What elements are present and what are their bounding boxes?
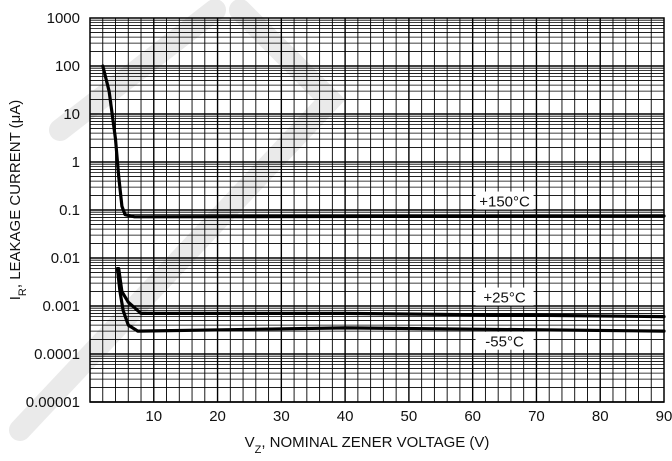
series-line [117, 267, 666, 319]
watermark-stroke [49, 0, 226, 141]
y-tick-label: 10 [63, 106, 80, 123]
y-tick-label: 1 [72, 154, 80, 171]
curves [101, 64, 666, 333]
series-label: -55°C [485, 334, 524, 351]
watermark [9, 0, 346, 441]
curve-labels: +150°C +25°C -55°C [475, 191, 534, 351]
x-tick-label: 10 [145, 408, 162, 425]
y-axis-title: IR, LEAKAGE CURRENT (μA) [7, 100, 29, 301]
watermark-stroke [9, 0, 346, 441]
y-tick-label: 0.0001 [34, 346, 80, 363]
series-label-background [475, 287, 534, 306]
x-tick-label: 80 [592, 408, 609, 425]
series-label: +25°C [483, 290, 525, 307]
y-tick-labels: 1000 100 10 1 0.1 0.01 0.001 0.0001 0.00001 [26, 10, 80, 411]
x-tick-label: 40 [337, 408, 354, 425]
x-tick-label: 90 [656, 408, 672, 425]
plot-frame [89, 17, 665, 403]
y-tick-label: 100 [55, 58, 80, 75]
major-gridlines [90, 18, 664, 403]
x-tick-labels: 10 20 30 40 50 60 70 80 90 [145, 408, 672, 425]
y-tick-label: 0.001 [42, 298, 80, 315]
series-label: +150°C [479, 194, 530, 211]
x-tick-label: 60 [464, 408, 481, 425]
y-tick-label: 0.1 [59, 202, 80, 219]
y-tick-label: 1000 [47, 10, 80, 27]
y-tick-label: 0.00001 [26, 394, 80, 411]
x-tick-label: 20 [209, 408, 226, 425]
series-line [101, 64, 666, 219]
series-label-background [475, 331, 534, 350]
y-tick-label: 0.01 [51, 250, 80, 267]
x-tick-label: 70 [528, 408, 545, 425]
x-axis-title: VZ, NOMINAL ZENER VOLTAGE (V) [245, 434, 490, 456]
x-tick-label: 50 [401, 408, 418, 425]
series-line [115, 267, 666, 333]
series-label-background [475, 191, 534, 210]
x-tick-label: 30 [273, 408, 290, 425]
